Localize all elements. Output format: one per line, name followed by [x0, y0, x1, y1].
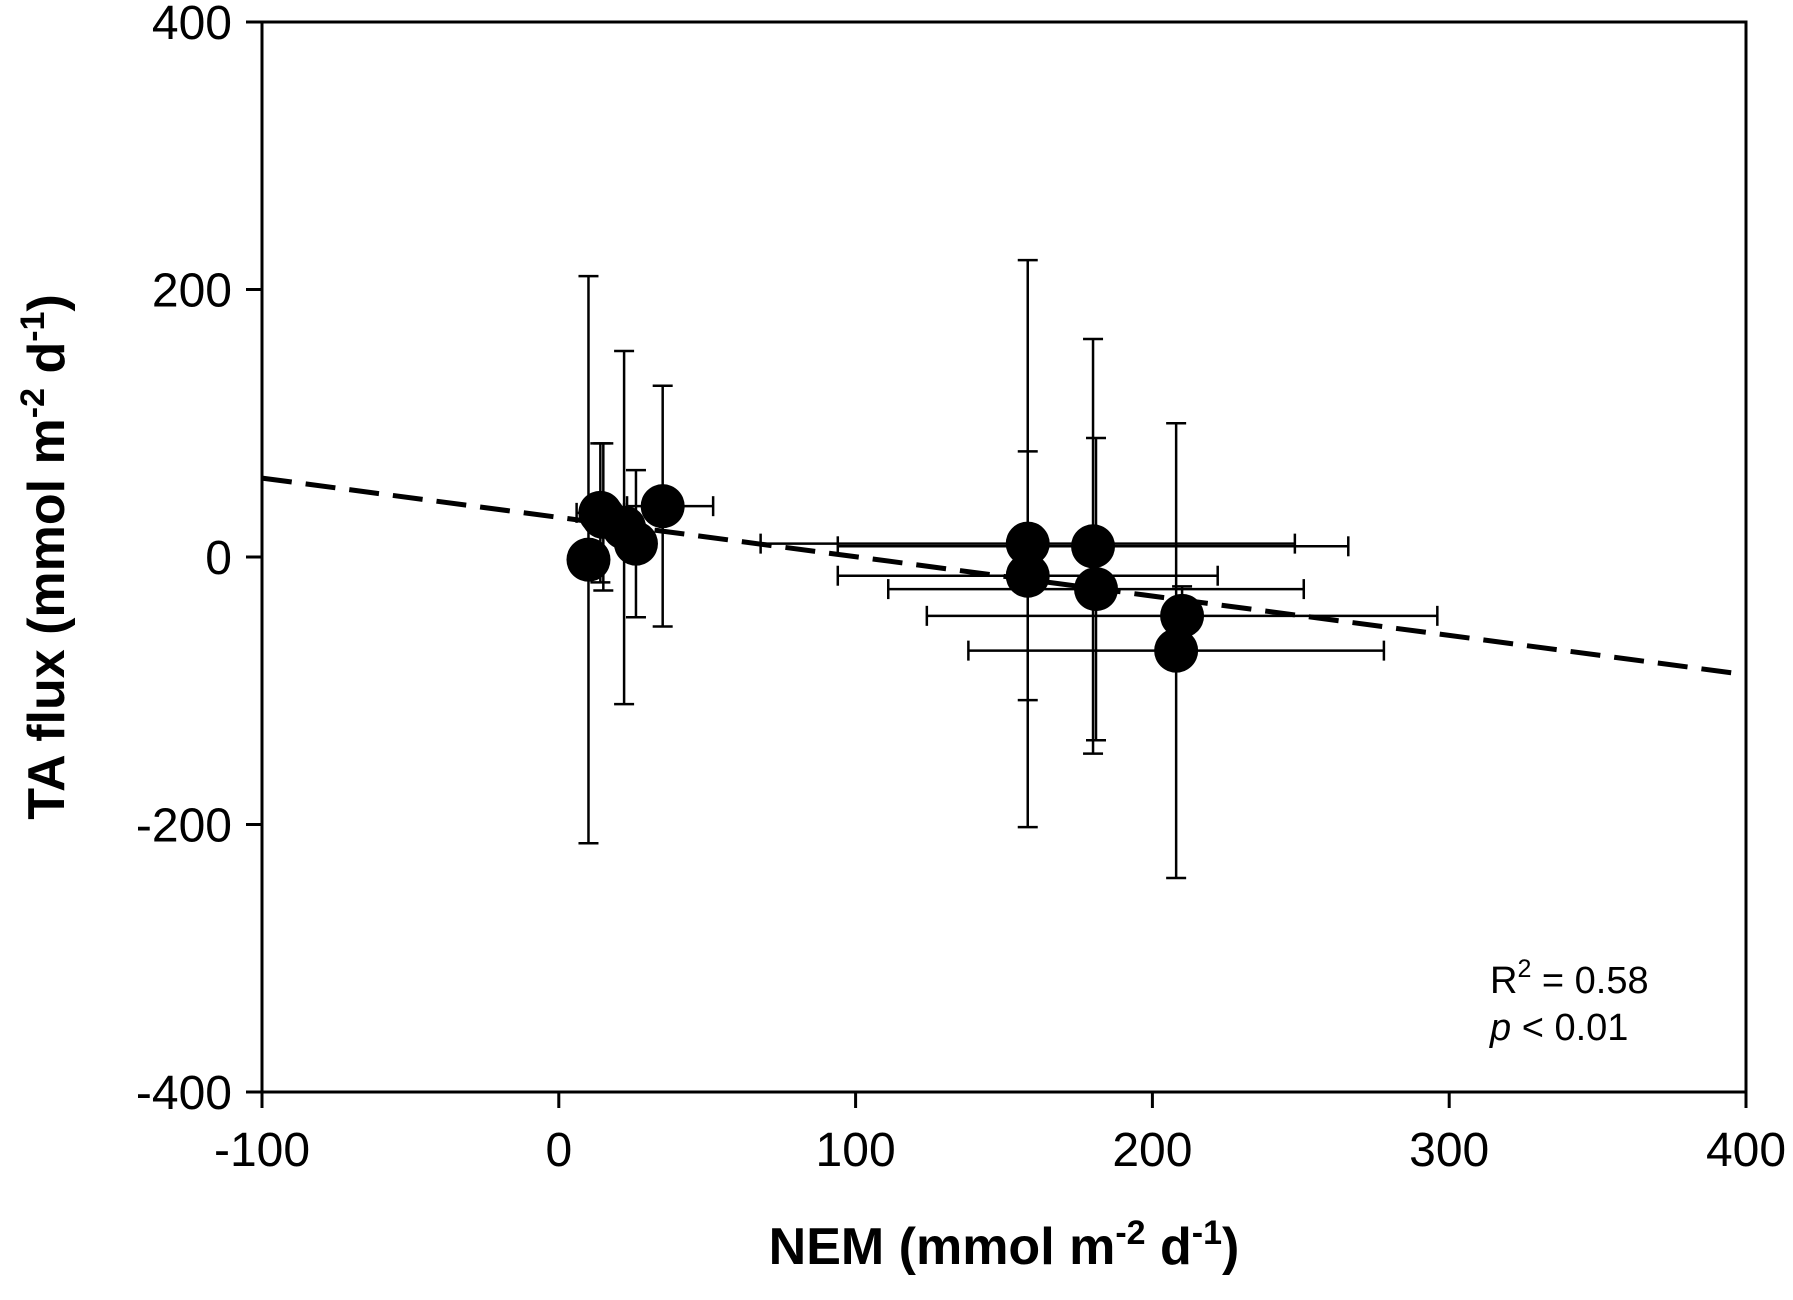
data-point [1005, 553, 1050, 598]
data-point [640, 484, 685, 529]
data-point [1160, 593, 1205, 638]
y-tick-label: 0 [205, 532, 232, 585]
x-axis-title: NEM (mmol m-2 d-1) [769, 1214, 1240, 1276]
x-tick-label: 400 [1706, 1124, 1786, 1177]
data-point [1005, 521, 1050, 566]
data-points [566, 484, 1205, 673]
r-squared-annotation: R2 = 0.58 [1490, 955, 1649, 1002]
data-point [566, 537, 611, 582]
x-tick-label: 200 [1112, 1124, 1192, 1177]
x-tick-label: 300 [1409, 1124, 1489, 1177]
y-tick-label: 400 [152, 0, 232, 50]
data-point [613, 521, 658, 566]
data-point [1154, 628, 1199, 673]
y-tick-label: -400 [136, 1067, 232, 1120]
x-tick-label: 100 [816, 1124, 896, 1177]
y-axis-title: TA flux (mmol m-2 d-1) [14, 294, 76, 820]
y-tick-label: -200 [136, 800, 232, 853]
data-point [1074, 567, 1119, 612]
axis-ticks [246, 20, 1748, 1108]
plot-frame [260, 20, 1748, 1094]
x-tick-label: 0 [545, 1124, 572, 1177]
axis-tick-labels: -100 0 100 200 300 400 -400 -200 0 200 400 [136, 0, 1786, 1177]
y-tick-label: 200 [152, 265, 232, 318]
p-value-annotation: p < 0.01 [1489, 1007, 1628, 1049]
error-bars [572, 258, 1439, 880]
x-tick-label: -100 [214, 1124, 310, 1177]
data-point [1071, 524, 1116, 569]
